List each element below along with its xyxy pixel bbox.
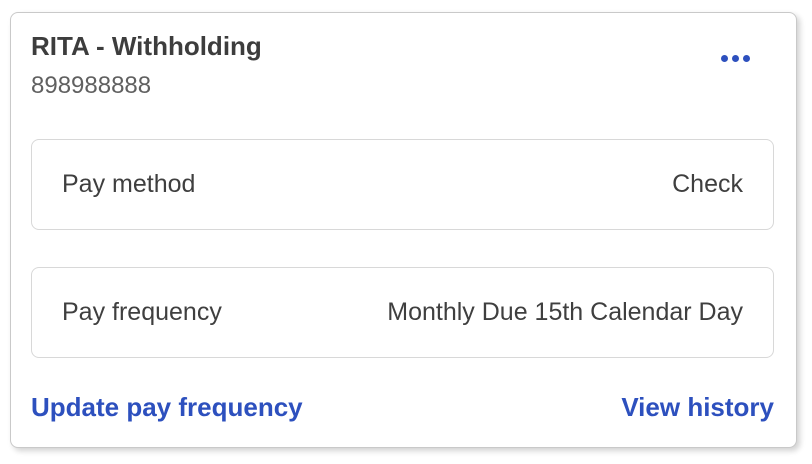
ellipsis-icon bbox=[721, 55, 728, 62]
pay-frequency-value: Monthly Due 15th Calendar Day bbox=[387, 297, 743, 326]
tax-agency-card: RITA - Withholding 898988888 Pay method … bbox=[10, 12, 797, 448]
ellipsis-icon bbox=[732, 55, 739, 62]
card-header: RITA - Withholding 898988888 bbox=[31, 31, 774, 101]
view-history-link[interactable]: View history bbox=[621, 392, 774, 422]
pay-method-label: Pay method bbox=[62, 169, 196, 198]
account-number: 898988888 bbox=[31, 72, 152, 100]
update-pay-frequency-link[interactable]: Update pay frequency bbox=[31, 392, 303, 422]
card-footer: Update pay frequency View history bbox=[31, 392, 774, 423]
card-title: RITA - Withholding bbox=[31, 31, 262, 61]
ellipsis-icon bbox=[743, 55, 750, 62]
more-options-button[interactable] bbox=[717, 51, 754, 66]
pay-frequency-row: Pay frequency Monthly Due 15th Calendar … bbox=[31, 266, 774, 358]
pay-method-row: Pay method Check bbox=[31, 138, 774, 230]
card-header-text: RITA - Withholding 898988888 bbox=[31, 31, 262, 101]
pay-frequency-label: Pay frequency bbox=[62, 297, 222, 326]
pay-method-value: Check bbox=[672, 169, 743, 198]
